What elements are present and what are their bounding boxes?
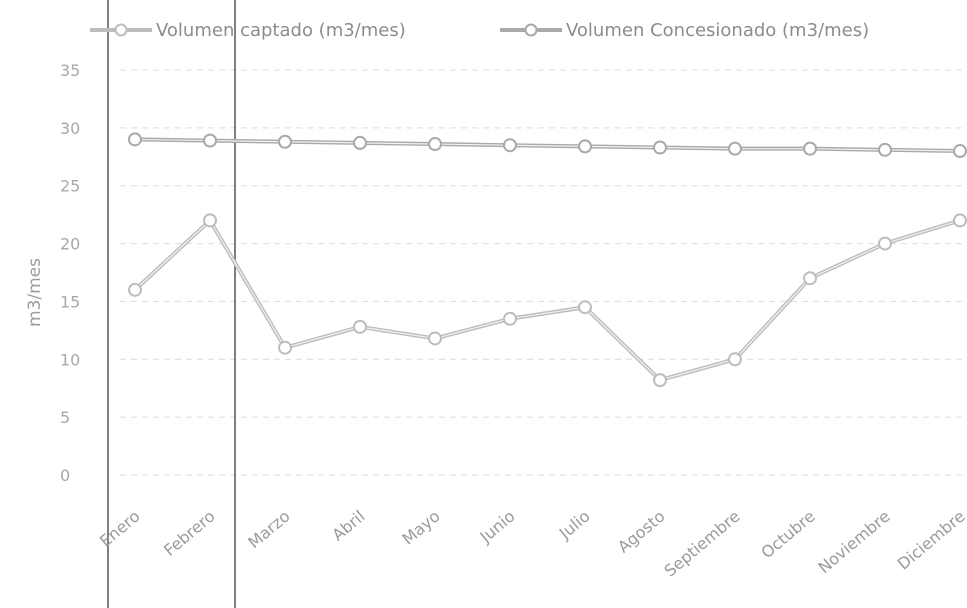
series-line-highlight-2 xyxy=(134,138,961,152)
x-tick-label-febrero: Febrero xyxy=(160,507,218,560)
y-tick-label-25: 25 xyxy=(60,177,80,196)
legend-label-2: Volumen Concesionado (m3/mes) xyxy=(566,20,869,41)
series-1-point-julio xyxy=(578,300,592,315)
series-line-highlight-1 xyxy=(134,219,961,381)
series-2-point-diciembre xyxy=(953,144,967,158)
legend: Volumen captado (m3/mes) Volumen Concesio… xyxy=(90,20,869,41)
series-1-point-septiembre xyxy=(728,352,742,367)
x-tick-label-septiembre: Septiembre xyxy=(660,507,743,581)
x-tick-label-junio: Junio xyxy=(476,507,519,547)
x-tick-label-diciembre: Diciembre xyxy=(894,507,967,574)
x-tick-label-mayo: Mayo xyxy=(399,507,444,549)
series-2-point-mayo xyxy=(428,137,442,152)
legend-marker-1 xyxy=(114,23,128,37)
series-2-point-agosto xyxy=(653,140,667,155)
series-1-point-enero xyxy=(128,282,142,297)
x-tick-label-marzo: Marzo xyxy=(244,507,293,553)
legend-label-1: Volumen captado (m3/mes) xyxy=(156,20,406,41)
y-tick-labels: 0 5 10 15 20 25 30 35 xyxy=(60,61,80,485)
series-1-point-junio xyxy=(503,311,517,326)
x-tick-label-noviembre: Noviembre xyxy=(814,507,893,578)
series-1-point-marzo xyxy=(278,340,292,355)
series-2-point-abril xyxy=(353,135,367,150)
x-tick-label-enero: Enero xyxy=(96,507,144,551)
series-2-point-noviembre xyxy=(878,142,892,157)
series-1-point-diciembre xyxy=(953,213,967,228)
gridlines xyxy=(120,69,965,476)
series-2-point-febrero xyxy=(203,133,217,148)
x-tick-label-agosto: Agosto xyxy=(614,507,669,557)
y-tick-label-0: 0 xyxy=(60,466,70,485)
y-axis-title: m3/mes xyxy=(25,258,45,327)
x-tick-label-abril: Abril xyxy=(328,507,368,545)
y-tick-label-15: 15 xyxy=(60,292,80,311)
y-tick-label-35: 35 xyxy=(60,61,80,80)
series-1-point-febrero xyxy=(203,213,217,228)
vertical-separators xyxy=(107,0,236,608)
y-tick-label-10: 10 xyxy=(60,350,80,369)
series-2-point-marzo xyxy=(278,134,292,149)
series-2-point-octubre xyxy=(803,141,817,156)
series-lines xyxy=(133,137,962,383)
series-line-1 xyxy=(133,218,962,383)
y-tick-label-20: 20 xyxy=(60,235,80,254)
x-tick-label-octubre: Octubre xyxy=(757,507,818,563)
series-2-point-septiembre xyxy=(728,141,742,156)
x-tick-labels: Enero Febrero Marzo Abril Mayo Junio Julio Agos… xyxy=(96,507,967,581)
y-tick-label-5: 5 xyxy=(60,408,70,427)
series-2-point-julio xyxy=(578,139,592,154)
series-2-point-junio xyxy=(503,138,517,153)
legend-marker-2 xyxy=(524,23,538,37)
series-2-point-enero xyxy=(128,132,142,147)
series-1-point-abril xyxy=(353,319,367,334)
y-tick-label-30: 30 xyxy=(60,119,80,138)
series-1-point-agosto xyxy=(653,373,667,388)
series-1-point-octubre xyxy=(803,271,817,286)
x-tick-label-julio: Julio xyxy=(555,507,594,544)
series-1-point-noviembre xyxy=(878,236,892,251)
series-1-point-mayo xyxy=(428,331,442,346)
series-points xyxy=(128,132,967,388)
